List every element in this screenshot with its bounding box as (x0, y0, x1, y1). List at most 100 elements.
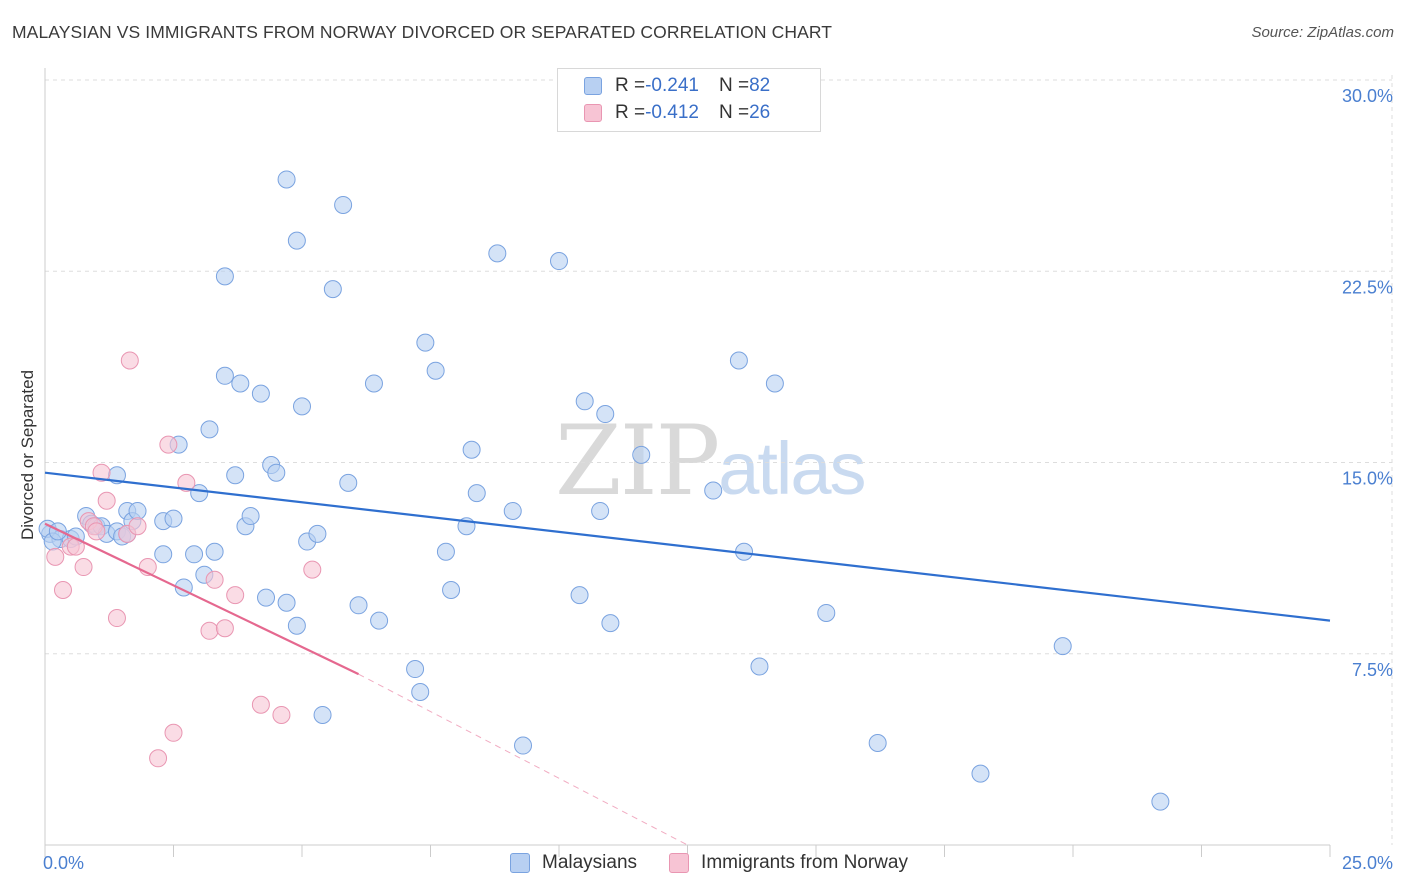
x-tick-label: 0.0% (43, 853, 84, 873)
data-point-malaysians (729, 351, 748, 370)
data-point-malaysians (488, 244, 507, 263)
data-point-malaysians (971, 764, 990, 783)
data-point-malaysians (817, 603, 836, 622)
data-point-malaysians (1053, 637, 1072, 656)
legend-item-malaysians[interactable]: Malaysians (510, 852, 637, 874)
axis-layer (44, 68, 1331, 857)
data-point-malaysians (323, 280, 342, 299)
data-point-malaysians (215, 366, 234, 385)
data-point-norway (251, 695, 270, 714)
data-point-malaysians (334, 195, 353, 214)
data-point-malaysians (205, 542, 224, 561)
data-point-norway (74, 558, 93, 577)
data-point-malaysians (601, 614, 620, 633)
data-point-malaysians (868, 734, 887, 752)
data-point-norway (200, 621, 219, 640)
data-point-malaysians (267, 463, 286, 482)
data-point-malaysians (765, 374, 784, 393)
data-point-norway (177, 473, 196, 492)
data-point-norway (107, 609, 126, 628)
legend-swatch-pink (584, 104, 602, 122)
y-tick-label: 7.5% (1352, 660, 1393, 680)
data-point-norway (120, 351, 139, 370)
legend-label-malaysians: Malaysians (542, 852, 638, 873)
legend-n-value: 82 (749, 75, 771, 96)
tick-label-layer: 7.5% 15.0% 22.5% 30.0% 0.0% 25.0% (43, 86, 1393, 873)
y-tick-label: 30.0% (1342, 86, 1393, 106)
legend-label-norway: Immigrants from Norway (701, 852, 908, 873)
chart-title: MALAYSIAN VS IMMIGRANTS FROM NORWAY DIVO… (12, 22, 833, 42)
point-layer (38, 170, 1170, 811)
data-point-malaysians (550, 252, 568, 271)
trend-line-malaysians (44, 471, 1331, 622)
data-point-norway (128, 517, 147, 536)
data-point-norway (205, 570, 224, 589)
data-point-malaysians (231, 374, 250, 393)
data-point-norway (164, 723, 183, 742)
grid-layer (45, 75, 1393, 845)
data-point-malaysians (128, 501, 147, 520)
data-point-malaysians (514, 736, 533, 755)
legend-row-norway: R = -0.412 N = 26 (584, 101, 770, 125)
data-point-malaysians (287, 616, 306, 635)
data-point-malaysians (416, 333, 435, 352)
trend-line-norway (44, 522, 360, 676)
data-point-malaysians (596, 405, 615, 424)
data-point-malaysians (349, 596, 368, 615)
legend-n-label: N = (718, 75, 750, 96)
data-point-malaysians (436, 542, 455, 561)
trend-line-extension-norway (358, 673, 688, 846)
data-point-norway (97, 491, 116, 510)
data-point-malaysians (426, 361, 445, 380)
data-point-malaysians (277, 170, 296, 189)
data-point-malaysians (313, 705, 332, 724)
data-point-malaysians (339, 473, 358, 492)
data-point-malaysians (406, 660, 425, 679)
data-point-malaysians (704, 481, 723, 500)
correlation-legend: R = -0.241 N = 82 R = -0.412 N = 26 (557, 68, 821, 132)
data-point-malaysians (575, 392, 594, 411)
data-point-malaysians (750, 657, 769, 676)
data-point-malaysians (293, 397, 311, 416)
data-point-malaysians (1151, 792, 1170, 811)
y-tick-label: 22.5% (1342, 277, 1393, 297)
data-point-norway (226, 586, 245, 605)
data-point-norway (303, 560, 322, 579)
legend-r-value: -0.241 (645, 75, 699, 96)
data-point-malaysians (370, 611, 389, 630)
data-point-malaysians (251, 384, 270, 403)
source-label: Source: ZipAtlas.com (1251, 24, 1394, 41)
data-point-norway (87, 522, 106, 541)
y-tick-label: 15.0% (1342, 469, 1393, 489)
data-point-malaysians (48, 522, 67, 541)
data-point-malaysians (164, 509, 183, 528)
data-point-malaysians (185, 545, 204, 564)
watermark: ZIPatlas (555, 405, 867, 517)
data-point-norway (46, 547, 65, 566)
data-point-norway (92, 463, 111, 482)
data-point-malaysians (154, 545, 173, 564)
trend-layer (44, 471, 1331, 846)
legend-n-label: N = (718, 102, 750, 123)
legend-swatch-blue (510, 853, 530, 873)
data-point-malaysians (632, 445, 651, 464)
data-point-malaysians (277, 593, 296, 612)
data-point-malaysians (190, 484, 209, 503)
watermark-atlas: atlas (718, 427, 866, 510)
series-legend: Malaysians Immigrants from Norway (510, 852, 940, 874)
data-point-norway (272, 705, 291, 724)
data-point-malaysians (226, 466, 245, 485)
data-point-malaysians (287, 231, 306, 250)
x-tick-label: 25.0% (1342, 853, 1393, 873)
legend-r-label: R = (615, 102, 646, 123)
data-point-malaysians (467, 484, 486, 503)
data-point-norway (149, 749, 168, 768)
legend-swatch-pink (669, 853, 690, 873)
data-point-malaysians (411, 683, 430, 701)
data-point-malaysians (364, 374, 383, 393)
data-point-malaysians (257, 588, 276, 607)
data-point-malaysians (215, 267, 234, 286)
legend-item-norway[interactable]: Immigrants from Norway (669, 852, 908, 874)
data-point-malaysians (591, 501, 610, 520)
